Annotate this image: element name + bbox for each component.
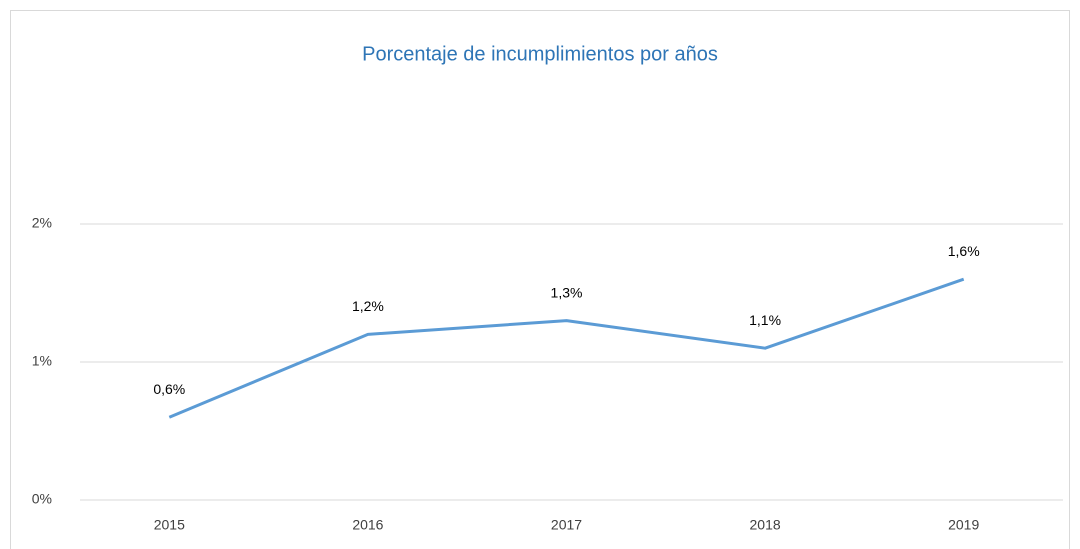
- chart-frame: [10, 10, 1070, 549]
- x-tick-label: 2015: [154, 517, 185, 533]
- data-label: 1,2%: [352, 298, 384, 314]
- data-label: 1,1%: [749, 312, 781, 328]
- y-tick-label: 0%: [32, 491, 52, 507]
- x-tick-label: 2017: [551, 517, 582, 533]
- line: [168, 277, 965, 419]
- data-label: 1,6%: [948, 243, 980, 259]
- y-tick-label: 1%: [32, 353, 52, 369]
- x-tick-label: 2019: [948, 517, 979, 533]
- data-label: 1,3%: [551, 284, 583, 300]
- x-tick-label: 2018: [750, 517, 781, 533]
- chart-title: Porcentaje de incumplimientos por años: [362, 43, 718, 65]
- x-tick-label: 2016: [352, 517, 383, 533]
- y-tick-label: 2%: [32, 215, 52, 231]
- data-label: 0,6%: [153, 381, 185, 397]
